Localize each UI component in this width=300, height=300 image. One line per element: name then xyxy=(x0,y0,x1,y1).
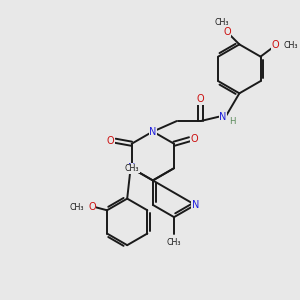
Text: O: O xyxy=(107,136,115,146)
Text: CH₃: CH₃ xyxy=(284,41,298,50)
Text: H: H xyxy=(229,118,236,127)
Text: CH₃: CH₃ xyxy=(167,238,181,247)
Text: N: N xyxy=(128,163,135,173)
Text: O: O xyxy=(190,134,198,144)
Text: O: O xyxy=(197,94,204,104)
Text: CH₃: CH₃ xyxy=(125,164,140,173)
Text: N: N xyxy=(149,127,157,136)
Text: CH₃: CH₃ xyxy=(214,18,229,27)
Text: O: O xyxy=(223,27,231,37)
Text: CH₃: CH₃ xyxy=(69,203,84,212)
Text: N: N xyxy=(219,112,226,122)
Text: O: O xyxy=(88,202,96,212)
Text: O: O xyxy=(272,40,279,50)
Text: N: N xyxy=(191,200,199,210)
